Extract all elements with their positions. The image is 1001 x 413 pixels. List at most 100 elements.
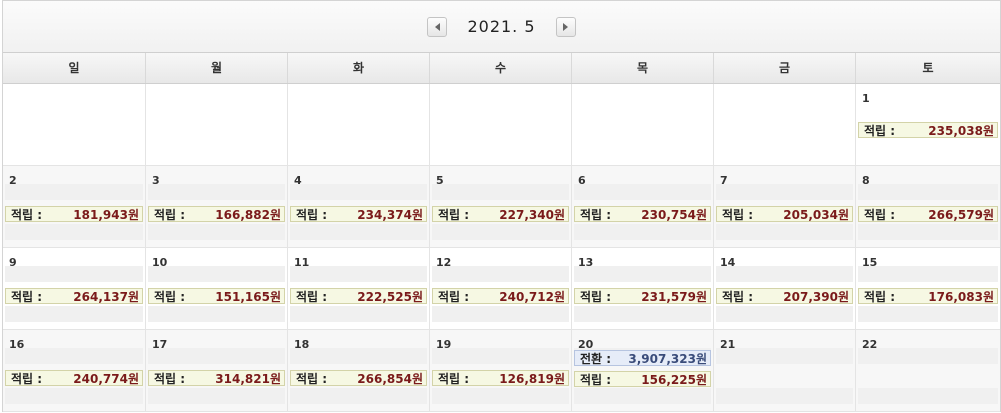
- weekday-sat: 토: [855, 53, 1000, 83]
- row-guide: [148, 388, 285, 404]
- row-guide: [5, 348, 143, 364]
- next-month-button[interactable]: [555, 16, 576, 37]
- calendar-header: 2021. 5: [3, 0, 1000, 52]
- month-title: 2021. 5: [467, 17, 536, 36]
- calendar-week: 9 적립 : 264,137원 10 적립 : 151,165원 11 적립 : 222,525…: [3, 248, 1000, 330]
- day-number: 1: [862, 92, 870, 105]
- calendar-day[interactable]: 7 적립 : 205,034원: [713, 166, 855, 247]
- day-number: 20: [578, 338, 594, 351]
- calendar-day[interactable]: 5 적립 : 227,340원: [429, 166, 571, 247]
- row-guide: [432, 224, 569, 240]
- row-guide: [858, 388, 998, 404]
- caret-left-icon: [434, 22, 440, 31]
- accrual-entry[interactable]: 적립 : 156,225원: [574, 371, 711, 387]
- weekday-thu: 목: [571, 53, 713, 83]
- calendar-day[interactable]: 22: [855, 330, 1000, 411]
- calendar-day[interactable]: 6 적립 : 230,754원: [571, 166, 713, 247]
- entry-label: 적립 :: [864, 207, 896, 222]
- row-guide: [432, 348, 569, 364]
- accrual-entry[interactable]: 적립 : 234,374원: [290, 206, 427, 222]
- day-number: 10: [152, 256, 168, 269]
- entry-label: 적립 :: [438, 207, 470, 222]
- entry-amount: 176,083원: [928, 289, 994, 304]
- weekday-header: 일 월 화 수 목 금 토: [3, 52, 1000, 84]
- accrual-entry[interactable]: 적립 : 240,774원: [5, 370, 143, 386]
- row-guide: [148, 348, 285, 364]
- entry-amount: 266,579원: [928, 207, 994, 222]
- calendar-day-empty: [571, 84, 713, 165]
- weekday-wed: 수: [429, 53, 571, 83]
- entry-label: 적립 :: [154, 289, 186, 304]
- calendar-day[interactable]: 15 적립 : 176,083원: [855, 248, 1000, 329]
- accrual-entry[interactable]: 적립 : 227,340원: [432, 206, 569, 222]
- accrual-entry[interactable]: 적립 : 126,819원: [432, 370, 569, 386]
- calendar-grid: 1 적립 : 235,038원 2 적립 : 181,943원 3 적립 : 166,882원 4…: [3, 84, 1000, 412]
- entry-label: 적립 :: [580, 372, 612, 387]
- entry-amount: 264,137원: [73, 289, 139, 304]
- accrual-entry[interactable]: 적립 : 181,943원: [5, 206, 143, 222]
- row-guide: [5, 266, 143, 282]
- calendar-day[interactable]: 8 적립 : 266,579원: [855, 166, 1000, 247]
- calendar-day[interactable]: 11 적립 : 222,525원: [287, 248, 429, 329]
- day-number: 6: [578, 174, 586, 187]
- calendar-day[interactable]: 14 적립 : 207,390원: [713, 248, 855, 329]
- calendar-day[interactable]: 19 적립 : 126,819원: [429, 330, 571, 411]
- accrual-entry[interactable]: 적립 : 235,038원: [858, 122, 998, 138]
- row-guide: [432, 184, 569, 200]
- entry-label: 적립 :: [296, 289, 328, 304]
- calendar-day[interactable]: 4 적립 : 234,374원: [287, 166, 429, 247]
- entry-amount: 156,225원: [641, 372, 707, 387]
- day-number: 15: [862, 256, 878, 269]
- calendar-day[interactable]: 21: [713, 330, 855, 411]
- row-guide: [148, 306, 285, 322]
- accrual-entry[interactable]: 적립 : 166,882원: [148, 206, 285, 222]
- calendar-day[interactable]: 2 적립 : 181,943원: [3, 166, 145, 247]
- calendar-day[interactable]: 18 적립 : 266,854원: [287, 330, 429, 411]
- row-guide: [716, 348, 853, 364]
- weekday-tue: 화: [287, 53, 429, 83]
- accrual-entry[interactable]: 적립 : 151,165원: [148, 288, 285, 304]
- caret-right-icon: [563, 22, 569, 31]
- conversion-entry[interactable]: 전환 : 3,907,323원: [574, 350, 711, 366]
- entry-amount: 151,165원: [215, 289, 281, 304]
- accrual-entry[interactable]: 적립 : 205,034원: [716, 206, 853, 222]
- row-guide: [5, 306, 143, 322]
- accrual-entry[interactable]: 적립 : 266,854원: [290, 370, 427, 386]
- weekday-sun: 일: [68, 61, 80, 75]
- entry-amount: 234,374원: [357, 207, 423, 222]
- row-guide: [432, 388, 569, 404]
- calendar-day[interactable]: 17 적립 : 314,821원: [145, 330, 287, 411]
- day-number: 17: [152, 338, 168, 351]
- calendar-day[interactable]: 1 적립 : 235,038원: [855, 84, 1000, 165]
- accrual-entry[interactable]: 적립 : 314,821원: [148, 370, 285, 386]
- day-number: 4: [294, 174, 302, 187]
- entry-label: 적립 :: [296, 207, 328, 222]
- accrual-entry[interactable]: 적립 : 222,525원: [290, 288, 427, 304]
- accrual-entry[interactable]: 적립 : 207,390원: [716, 288, 853, 304]
- entry-amount: 205,034원: [783, 207, 849, 222]
- calendar-day[interactable]: 12 적립 : 240,712원: [429, 248, 571, 329]
- accrual-entry[interactable]: 적립 : 230,754원: [574, 206, 711, 222]
- accrual-entry[interactable]: 적립 : 266,579원: [858, 206, 998, 222]
- entry-label: 적립 :: [296, 371, 328, 386]
- row-guide: [290, 184, 427, 200]
- accrual-entry[interactable]: 적립 : 176,083원: [858, 288, 998, 304]
- accrual-entry[interactable]: 적립 : 231,579원: [574, 288, 711, 304]
- calendar-day[interactable]: 16 적립 : 240,774원: [3, 330, 145, 411]
- calendar-week: 2 적립 : 181,943원 3 적립 : 166,882원 4 적립 : 234,374원 5…: [3, 166, 1000, 248]
- day-number: 2: [9, 174, 17, 187]
- row-guide: [290, 266, 427, 282]
- row-guide: [574, 388, 711, 404]
- calendar-day[interactable]: 10 적립 : 151,165원: [145, 248, 287, 329]
- entry-amount: 231,579원: [641, 289, 707, 304]
- accrual-entry[interactable]: 적립 : 240,712원: [432, 288, 569, 304]
- entry-amount: 230,754원: [641, 207, 707, 222]
- accrual-entry[interactable]: 적립 : 264,137원: [5, 288, 143, 304]
- calendar-day[interactable]: 13 적립 : 231,579원: [571, 248, 713, 329]
- weekday-mon: 월: [145, 53, 287, 83]
- prev-month-button[interactable]: [427, 16, 448, 37]
- calendar-day-empty: [145, 84, 287, 165]
- calendar-day[interactable]: 9 적립 : 264,137원: [3, 248, 145, 329]
- calendar-day[interactable]: 3 적립 : 166,882원: [145, 166, 287, 247]
